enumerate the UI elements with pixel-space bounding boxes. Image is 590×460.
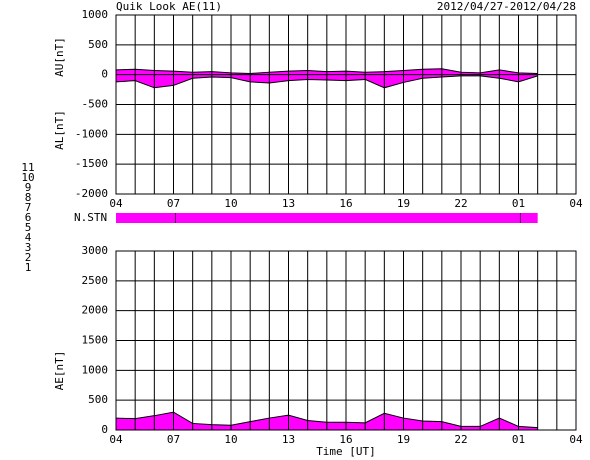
x-tick-label: 04 bbox=[569, 197, 583, 210]
y-tick-label: -1500 bbox=[75, 157, 108, 170]
station-label: N.STN bbox=[74, 211, 107, 224]
title: Quik Look AE(11) bbox=[116, 0, 222, 13]
x-tick-label: 07 bbox=[167, 433, 180, 446]
x-tick-label: 10 bbox=[224, 433, 237, 446]
x-tick-label: 10 bbox=[224, 197, 237, 210]
legend-label: 1 bbox=[25, 261, 32, 274]
x-tick-label: 16 bbox=[339, 197, 352, 210]
x-tick-label: 01 bbox=[512, 197, 525, 210]
x-tick-label: 04 bbox=[569, 433, 583, 446]
y-tick-label: 0 bbox=[101, 68, 108, 81]
y-tick-label: 0 bbox=[101, 423, 108, 436]
x-tick-label: 22 bbox=[454, 433, 467, 446]
x-tick-label: 04 bbox=[109, 433, 123, 446]
legend-label: 9 bbox=[25, 181, 32, 194]
legend-label: 11 bbox=[21, 161, 34, 174]
x-tick-label: 16 bbox=[339, 433, 352, 446]
x-tick-label: 13 bbox=[282, 433, 295, 446]
y-axis-label: AL[nT] bbox=[53, 110, 66, 150]
x-axis-label: Time [UT] bbox=[316, 445, 376, 458]
y-axis-label: AE[nT] bbox=[53, 351, 66, 391]
y-tick-label: 1500 bbox=[82, 334, 109, 347]
x-tick-label: 04 bbox=[109, 197, 123, 210]
y-tick-label: -1000 bbox=[75, 127, 108, 140]
y-tick-label: 2500 bbox=[82, 274, 109, 287]
legend-label: 2 bbox=[25, 251, 32, 264]
y-tick-label: 500 bbox=[88, 38, 108, 51]
y-tick-label: 1000 bbox=[82, 363, 109, 376]
legend-label: 7 bbox=[25, 201, 32, 214]
x-tick-label: 19 bbox=[397, 433, 410, 446]
legend-label: 5 bbox=[25, 221, 32, 234]
x-tick-label: 01 bbox=[512, 433, 525, 446]
x-tick-label: 22 bbox=[454, 197, 467, 210]
y-tick-label: 1000 bbox=[82, 8, 109, 21]
y-tick-label: -500 bbox=[82, 98, 109, 111]
y-tick-label: -2000 bbox=[75, 187, 108, 200]
y-axis-label: AU[nT] bbox=[53, 37, 66, 77]
y-tick-label: 3000 bbox=[82, 244, 109, 257]
legend-label: 4 bbox=[25, 231, 32, 244]
date-range: 2012/04/27-2012/04/28 bbox=[437, 0, 576, 13]
legend-label: 10 bbox=[21, 171, 34, 184]
station-bar bbox=[116, 213, 538, 223]
x-tick-label: 13 bbox=[282, 197, 295, 210]
area bbox=[116, 412, 538, 430]
legend-label: 6 bbox=[25, 211, 32, 224]
legend-label: 3 bbox=[25, 241, 32, 254]
plot-frame bbox=[115, 250, 577, 431]
x-tick-label: 07 bbox=[167, 197, 180, 210]
x-tick-label: 19 bbox=[397, 197, 410, 210]
y-tick-label: 500 bbox=[88, 393, 108, 406]
legend-label: 8 bbox=[25, 191, 32, 204]
y-tick-label: 2000 bbox=[82, 304, 109, 317]
plot-frame bbox=[115, 14, 577, 195]
